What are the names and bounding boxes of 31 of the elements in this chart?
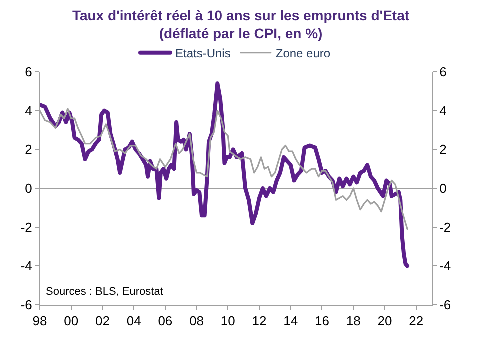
y-tick-label: 4 [25, 103, 32, 118]
x-tick-label: 02 [95, 314, 110, 329]
y2-tick-label: 2 [440, 142, 447, 158]
y2-tick-label: 4 [440, 103, 447, 118]
y-tick-label: -4 [20, 258, 32, 274]
x-tick-label: 12 [252, 314, 267, 329]
y-tick-label: 0 [25, 181, 32, 196]
x-tick-label: 20 [378, 314, 392, 329]
annotation: Sources : BLS, Eurostat [46, 286, 164, 298]
x-tick-label: 00 [64, 314, 79, 329]
x-tick-label: 10 [220, 314, 236, 329]
legend-label: Etats-Unis [176, 46, 231, 61]
legend-label: Zone euro [276, 46, 331, 61]
y2-tick-label: -6 [440, 298, 452, 313]
x-tick-label: 04 [126, 314, 142, 329]
y2-tick-label: 0 [440, 181, 447, 196]
x-tick-label: 14 [284, 314, 298, 329]
x-tick-label: 22 [409, 314, 424, 329]
x-tick-label: 16 [315, 314, 330, 329]
y-tick-label: 6 [25, 64, 32, 80]
x-tick-label: 08 [190, 314, 204, 329]
chart-title: Taux d'intérêt réel à 10 ans sur les emprunts d'Etat (déflaté par le CPI, en %) [72, 7, 410, 42]
x-tick-label: 98 [32, 314, 48, 329]
y2-tick-label: -4 [440, 258, 452, 274]
y2-tick-label: 6 [440, 64, 447, 80]
x-tick-label: 06 [158, 314, 173, 329]
x-tick-label: 18 [346, 314, 361, 329]
y2-tick-label: -2 [440, 220, 452, 235]
y-tick-label: 2 [25, 142, 32, 158]
y-tick-label: -2 [20, 220, 32, 235]
y-tick-label: -6 [20, 298, 32, 313]
